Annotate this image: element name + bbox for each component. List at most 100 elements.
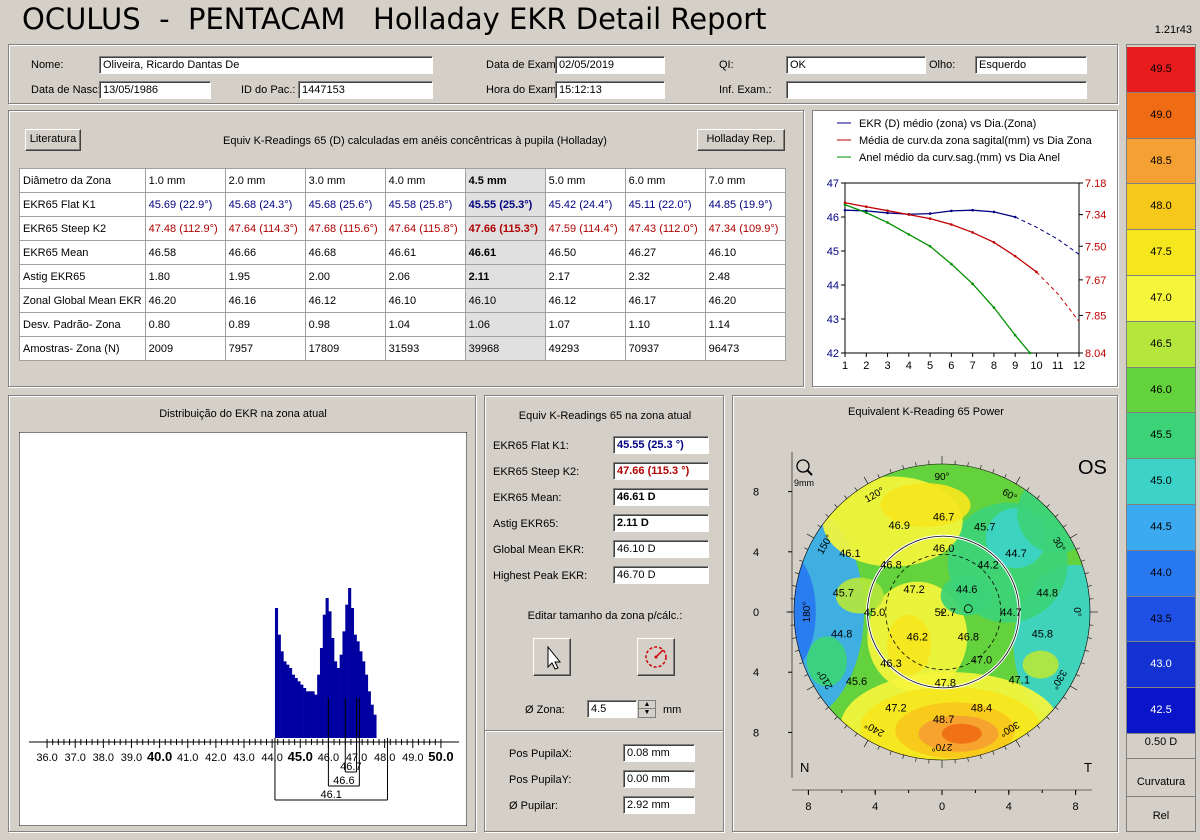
x-tick-label: 49.0 [402, 752, 423, 764]
table-cell: 44.85 (19.9°) [704, 192, 786, 217]
exam-date-field[interactable]: 02/05/2019 [555, 56, 665, 74]
power-map-panel: Equivalent K-Reading 65 Power 90° 60° 30° 0… [732, 395, 1118, 832]
angle-tick [817, 696, 821, 700]
table-cell: 46.10 [704, 240, 786, 265]
column-header[interactable]: 4.0 mm [384, 168, 466, 193]
scale-swatch: 46.0 [1127, 367, 1195, 414]
histogram-bar [356, 641, 360, 738]
table-cell: 70937 [624, 336, 706, 361]
map-value: 52.7 [935, 607, 956, 619]
histogram-bar [280, 651, 284, 738]
map-value: 45.7 [974, 521, 995, 533]
series-point [886, 209, 889, 212]
angle-tick [854, 487, 858, 491]
mean-label: EKR65 Mean: [493, 492, 562, 504]
angle-tick [1070, 685, 1078, 691]
eye-label: Olho: [929, 59, 956, 71]
scale-rel[interactable]: Rel [1152, 810, 1170, 822]
table-caption: Equiv K-Readings 65 (D) calculadas em an… [223, 135, 607, 147]
map-title: Equivalent K-Reading 65 Power [848, 406, 1004, 418]
histogram-bar [345, 604, 349, 738]
holladay-report-button[interactable]: Holladay Rep. [697, 129, 785, 151]
series-point [950, 209, 953, 213]
zone-diameter-input[interactable]: 4.5 [587, 700, 637, 718]
x-axis-label: 8 [805, 801, 811, 813]
histogram-bar [319, 648, 324, 738]
column-header[interactable]: 2.0 mm [224, 168, 306, 193]
scale-step[interactable]: 0.50 D [1127, 725, 1195, 759]
exam-time-field[interactable]: 15:12:13 [555, 81, 665, 99]
angle-tick [1063, 696, 1067, 700]
name-field[interactable]: Oliveira, Ricardo Dantas De [99, 56, 433, 74]
angle-tick [967, 757, 969, 762]
series-point [1013, 333, 1017, 337]
zone-spinner[interactable]: ▲ ▼ [638, 700, 656, 718]
column-header[interactable]: 6.0 mm [624, 168, 706, 193]
spin-up-icon[interactable]: ▲ [639, 701, 655, 709]
x-axis-label: 4 [1006, 801, 1012, 813]
color-zone [794, 552, 816, 672]
literature-button[interactable]: Literatura [25, 129, 81, 151]
histogram-bar [308, 691, 312, 738]
series-point [992, 210, 996, 214]
x-axis-label: 4 [872, 801, 878, 813]
series-point [950, 223, 953, 226]
scale-swatch: 44.5 [1127, 505, 1195, 551]
angle-tick [902, 754, 904, 759]
scale-swatch: 49.0 [1127, 92, 1195, 139]
eye-field[interactable]: Esquerdo [975, 56, 1087, 74]
table-cell: 47.68 (115.6°) [304, 216, 386, 241]
x-axis-label: 8 [1073, 801, 1079, 813]
x-tick-label: 42.0 [205, 752, 226, 764]
exam-info-field[interactable] [786, 81, 1087, 99]
table-cell: 1.04 [384, 312, 466, 337]
pupil-y-value: 0.00 mm [623, 770, 695, 788]
y-axis-label: 8 [753, 487, 759, 499]
series-line [844, 204, 1031, 354]
qi-field[interactable]: OK [786, 56, 926, 74]
spin-down-icon[interactable]: ▼ [643, 709, 651, 716]
table-row: Astig EKR65 1.80 1.95 2.00 2.06 2.11 2.1… [19, 264, 786, 289]
table-cell: 46.61 [384, 240, 466, 265]
map-fill [794, 464, 1090, 760]
scale-mode[interactable]: Curvatura [1127, 767, 1195, 797]
table-cell: 2009 [144, 336, 226, 361]
pointer-tool-button[interactable] [533, 638, 571, 676]
column-header[interactable]: 1.0 mm [144, 168, 226, 193]
y-right-tick-label: 7.50 [1085, 241, 1106, 253]
patient-id-field[interactable]: 1447153 [298, 81, 433, 99]
map-value: 44.7 [1000, 607, 1021, 619]
angle-label: 90° [934, 472, 949, 483]
series-point [992, 306, 996, 309]
scale-swatch: 46.5 [1127, 321, 1195, 368]
table-cell: 45.68 (24.3°) [224, 192, 306, 217]
column-header[interactable]: 7.0 mm [704, 168, 786, 193]
map-value: 46.1 [839, 548, 860, 560]
scale-swatch: 42.5 [1127, 688, 1195, 734]
angle-tick [1036, 495, 1040, 499]
exam-info-label: Inf. Exam.: [719, 84, 772, 96]
angle-tick [992, 469, 995, 474]
scale-swatch: 44.0 [1127, 550, 1195, 597]
series-point [1035, 270, 1038, 274]
histogram-bar [322, 614, 326, 738]
scale-swatch: 45.0 [1127, 459, 1195, 505]
zone-circle-tool-button[interactable] [637, 638, 675, 676]
map-value: 44.6 [956, 584, 977, 596]
color-zone [887, 614, 932, 675]
table-cell: 96473 [704, 336, 786, 361]
column-header[interactable]: 3.0 mm [304, 168, 386, 193]
map-value: 45.7 [833, 587, 854, 599]
column-header[interactable]: 5.0 mm [544, 168, 626, 193]
histogram-bar [294, 678, 298, 738]
table-cell: 2.11 [464, 264, 546, 289]
series-line-extrapolated [1036, 271, 1080, 322]
zoom-icon-handle [806, 469, 813, 476]
x-tick-label: 3 [884, 360, 890, 372]
map-value: 47.0 [971, 655, 992, 667]
power-map[interactable]: 90°60°30°0°330°300°270°240°210°180°150°1… [734, 430, 1118, 830]
column-header-selected[interactable]: 4.5 mm [464, 168, 546, 193]
map-value: 46.3 [880, 658, 901, 670]
dob-field[interactable]: 13/05/1986 [99, 81, 211, 99]
table-cell: 45.68 (25.6°) [304, 192, 386, 217]
